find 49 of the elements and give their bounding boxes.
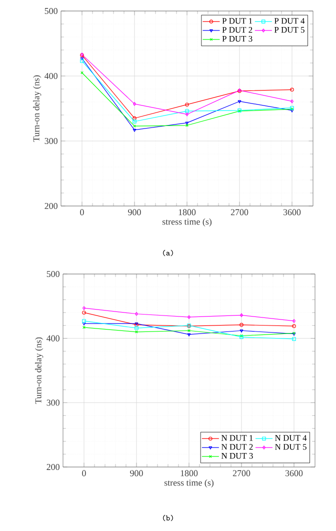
point — [186, 112, 188, 116]
x-axis-title: stress time (s) — [164, 479, 214, 488]
point — [187, 333, 191, 336]
point — [188, 329, 190, 332]
point — [132, 120, 136, 124]
y-tick-label: 300 — [46, 400, 60, 406]
point — [240, 322, 244, 327]
legend-label: P DUT 4 — [274, 18, 305, 24]
y-axis-title: Turn-on delay (ns) — [33, 75, 42, 142]
x-tick-label: 3600 — [283, 209, 301, 216]
point — [240, 330, 244, 333]
point — [135, 330, 138, 334]
y-tick-label: 200 — [44, 202, 58, 210]
point — [132, 128, 136, 132]
point — [134, 326, 138, 330]
x-tick-label: 0 — [80, 209, 84, 216]
legend-label: N DUT 2 — [221, 444, 253, 450]
y-tick-label: 300 — [44, 138, 58, 144]
legend-label: P DUT 2 — [222, 27, 252, 33]
legend-label: N DUT 1 — [221, 435, 253, 441]
x-tick-label: 0 — [82, 470, 86, 476]
legend-label: N DUT 3 — [221, 452, 253, 459]
legend-label: N DUT 5 — [275, 444, 306, 450]
legend-label: P DUT 3 — [222, 36, 252, 42]
x-tick-label: 3600 — [285, 470, 303, 476]
y-tick-label: 400 — [44, 72, 58, 80]
legend-label: P DUT 5 — [274, 27, 304, 33]
legend-label: N DUT 4 — [275, 435, 307, 441]
x-tick-label: 2700 — [232, 470, 250, 476]
y-tick-label: 400 — [46, 335, 60, 342]
x-tick-label: 900 — [130, 470, 143, 476]
legend-label: P DUT 1 — [222, 18, 252, 24]
x-tick-label: 1800 — [178, 209, 196, 216]
point — [133, 102, 136, 106]
x-tick-label: 2700 — [230, 209, 248, 216]
point — [185, 109, 189, 113]
y-axis-title: Turn-on delay (ns) — [35, 337, 44, 404]
y-tick-label: 200 — [46, 464, 60, 470]
point — [238, 100, 242, 104]
point — [188, 315, 190, 319]
y-tick-label: 500 — [46, 270, 60, 278]
point — [132, 116, 136, 120]
y-tick-label: 500 — [44, 8, 58, 14]
x-tick-label: 900 — [128, 209, 141, 216]
point — [185, 102, 189, 106]
x-tick-label: 1800 — [180, 470, 198, 476]
x-axis-title: stress time (s) — [162, 218, 212, 227]
point — [240, 313, 243, 318]
point — [135, 312, 138, 316]
